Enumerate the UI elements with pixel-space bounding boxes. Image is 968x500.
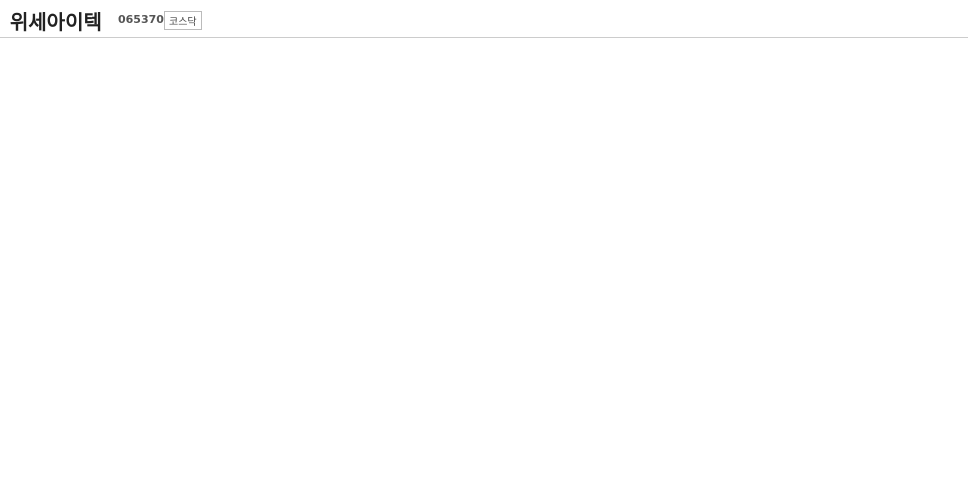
market-badge: 코스닥 (164, 11, 202, 30)
stock-name: 위세아이텍 (10, 10, 102, 34)
page-header: 위세아이텍 065370 코스닥 (0, 0, 968, 38)
stock-code: 065370 (118, 13, 164, 26)
